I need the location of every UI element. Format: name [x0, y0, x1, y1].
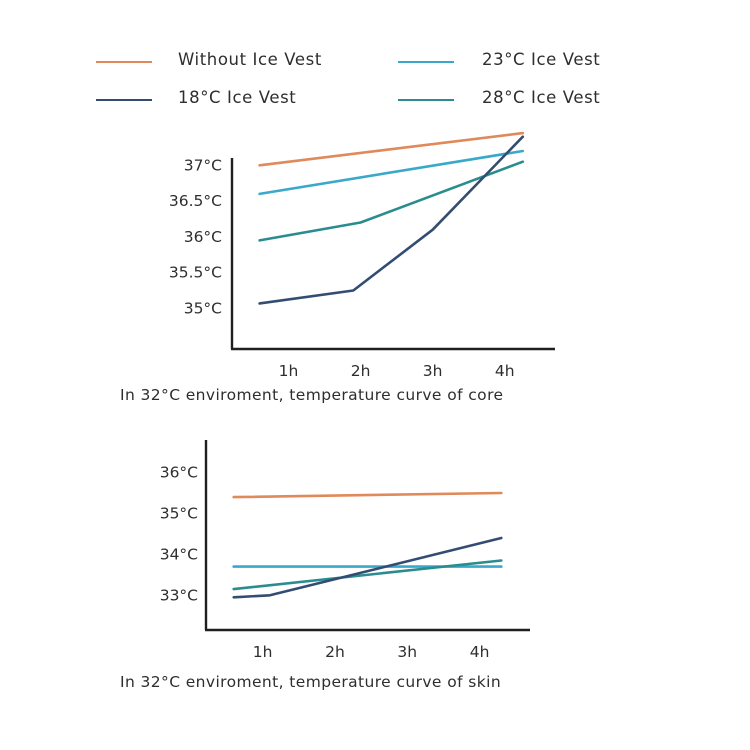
skin-series-line-28c-ice-vest: [232, 559, 503, 591]
legend-label-23c-ice-vest: 23°C Ice Vest: [482, 50, 601, 69]
core-x-tick-label: 4h: [495, 362, 515, 380]
core-x-tick-label: 2h: [351, 362, 371, 380]
core-y-tick-label: 36.5°C: [169, 192, 222, 210]
legend-swatch-18c-ice-vest: [96, 99, 152, 101]
legend-swatch-28c-ice-vest: [398, 99, 454, 101]
legend-label-18c-ice-vest: 18°C Ice Vest: [178, 88, 297, 107]
skin-y-tick-label: 33°C: [160, 586, 198, 604]
core-x-tick-label: 3h: [423, 362, 443, 380]
legend-swatch-23c-ice-vest: [398, 61, 454, 63]
core-series-line-18c-ice-vest: [258, 135, 525, 305]
skin-x-tick-label: 4h: [470, 643, 490, 661]
skin-y-tick-label: 36°C: [160, 464, 198, 482]
legend: Without Ice Vest 18°C Ice Vest 23°C Ice …: [0, 0, 750, 120]
core-chart-caption: In 32°C enviroment, temperature curve of…: [120, 386, 504, 404]
core-y-tick-label: 37°C: [184, 156, 222, 174]
skin-y-tick-label: 35°C: [160, 504, 198, 522]
skin-chart-caption: In 32°C enviroment, temperature curve of…: [120, 673, 502, 691]
core-y-tick-label: 35°C: [184, 299, 222, 317]
legend-swatch-without-ice-vest: [96, 61, 152, 63]
skin-temperature-chart: 33°C 34°C 35°C 36°C 1h 2h 3h 4h: [160, 440, 530, 661]
core-y-tick-label: 36°C: [184, 228, 222, 246]
skin-y-tick-label: 34°C: [160, 545, 198, 563]
legend-label-28c-ice-vest: 28°C Ice Vest: [482, 88, 601, 107]
skin-series-line-18c-ice-vest: [232, 536, 503, 599]
core-series-line-28c-ice-vest: [258, 160, 525, 242]
skin-x-tick-label: 3h: [397, 643, 417, 661]
core-series-line-23c-ice-vest: [258, 149, 525, 196]
core-x-tick-label: 1h: [279, 362, 299, 380]
skin-x-tick-label: 1h: [253, 643, 273, 661]
core-series-line-without-ice-vest: [258, 131, 525, 167]
core-y-tick-label: 35.5°C: [169, 264, 222, 282]
core-temperature-chart: 35°C 35.5°C 36°C 36.5°C 37°C 1h 2h 3h 4h: [169, 131, 555, 380]
skin-series-line-without-ice-vest: [232, 491, 503, 499]
skin-x-tick-label: 2h: [325, 643, 345, 661]
legend-label-without-ice-vest: Without Ice Vest: [178, 50, 322, 69]
